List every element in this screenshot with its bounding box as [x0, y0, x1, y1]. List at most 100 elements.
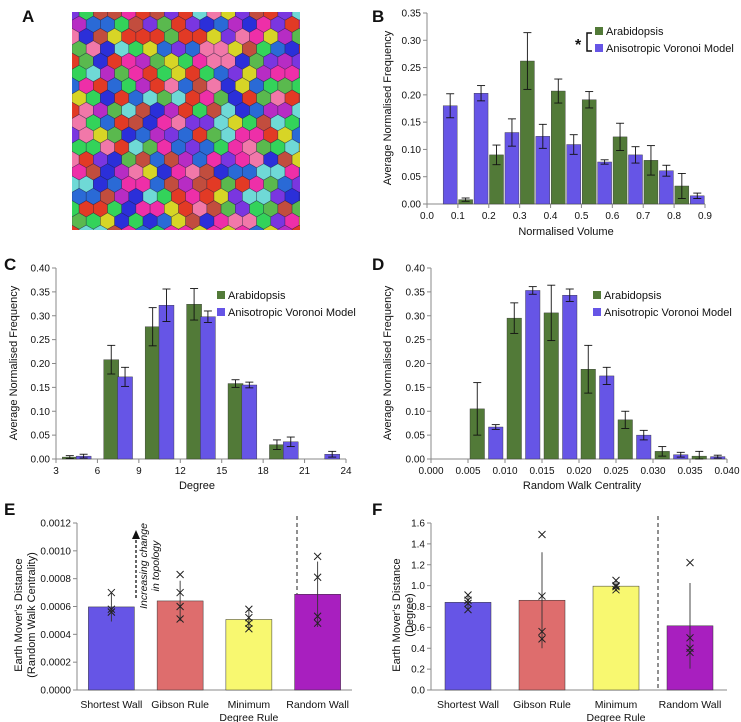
cell	[298, 93, 300, 104]
bar-voronoi	[599, 375, 615, 460]
y-tick-label: 0.05	[406, 431, 426, 442]
category-label: Gibson Rule	[151, 699, 209, 711]
cell	[129, 238, 143, 254]
bar-voronoi	[158, 305, 175, 460]
cell	[100, 0, 114, 8]
legend-swatch-arabidopsis	[593, 291, 601, 299]
y-tick-label: 0.20	[402, 90, 422, 101]
cell	[157, 0, 171, 8]
x-tick-label: 0.6	[605, 211, 619, 222]
cell-tessellation-image	[51, 0, 327, 254]
cell	[306, 102, 320, 118]
panel-e-plot: 0.0000 0.0002 0.0004 0.0006 0.0008 0.0010 0.00…	[40, 519, 352, 722]
bar-voronoi	[597, 161, 612, 205]
cell	[86, 0, 100, 8]
cell	[72, 0, 86, 8]
cell	[306, 4, 320, 20]
legend-label-arabidopsis: Arabidopsis	[228, 290, 286, 302]
legend-label-arabidopsis: Arabidopsis	[606, 26, 664, 38]
legend-label-arabidopsis: Arabidopsis	[604, 290, 662, 302]
replicate-point-marker	[313, 573, 322, 582]
category-label-line: Minimum	[595, 699, 638, 711]
category-label: Minimum Degree Rule	[219, 699, 278, 722]
x-tick-label: 0.8	[667, 211, 681, 222]
y-axis-label-text: Earth Mover's Distance(Random Walk Centr…	[13, 552, 38, 678]
x-tick-label: 0.025	[603, 466, 628, 477]
cell	[72, 118, 73, 128]
bar-arabidopsis	[103, 359, 119, 460]
cell	[100, 238, 114, 254]
y-tick-label: 0.30	[406, 311, 426, 322]
cell	[51, 127, 65, 143]
y-tick-label: 1.4	[411, 539, 425, 550]
cell	[306, 78, 320, 94]
cell	[313, 139, 327, 155]
cell	[271, 0, 285, 8]
cell	[313, 238, 327, 254]
cell	[200, 238, 214, 254]
replicate-point-marker	[176, 588, 184, 597]
bar-arabidopsis	[227, 383, 244, 460]
replicate-point-marker	[313, 552, 322, 561]
replicate-point-marker	[464, 605, 472, 614]
x-tick-label: 18	[258, 466, 270, 477]
y-tick-label: 0.4	[411, 644, 425, 655]
y-tick-label: 0.10	[31, 407, 51, 418]
x-tick-label: 15	[216, 466, 228, 477]
panel-d-centrality-histogram: D Average Normalised Frequency Random Wa…	[372, 255, 740, 492]
bar-arabidopsis	[581, 99, 597, 205]
panel-c-y-axis-label: Average Normalised Frequency	[8, 285, 20, 440]
replicate-point-marker	[245, 624, 253, 633]
y-tick-label: 1.2	[411, 560, 425, 571]
y-tick-label: 0.0002	[40, 658, 71, 669]
y-tick-label: 0.25	[402, 63, 422, 74]
replicate-point-marker	[686, 558, 694, 567]
cell	[228, 238, 242, 254]
replicate-point-marker	[538, 635, 546, 643]
cell	[72, 216, 73, 226]
panel-c-degree-histogram: C Average Normalised Frequency Degree Ar…	[4, 255, 356, 492]
replicate-point-marker	[538, 530, 546, 539]
cell	[51, 225, 65, 241]
panel-b-significance-star: *	[575, 37, 582, 54]
y-tick-label: 0.0	[411, 686, 425, 697]
x-tick-label: 3	[53, 466, 59, 477]
x-tick-label: 0.000	[418, 466, 443, 477]
y-tick-label: 1.6	[411, 519, 425, 530]
bar-minimum-degree-rule	[225, 619, 273, 691]
x-tick-label: 0.035	[677, 466, 702, 477]
y-tick-label: 0.15	[31, 383, 51, 394]
replicate-point-marker	[313, 619, 322, 628]
cell	[285, 0, 299, 8]
replicate-point-marker	[538, 627, 546, 636]
y-tick-label: 0.35	[31, 287, 51, 298]
x-tick-label: 0.005	[455, 466, 480, 477]
cell	[306, 127, 320, 143]
panel-f-y-axis-label: Earth Mover's Distance(Degree)	[391, 558, 416, 671]
category-label: Shortest Wall	[80, 699, 142, 711]
y-tick-label: 0.8	[411, 602, 425, 613]
cell	[298, 43, 300, 54]
bar-voronoi	[442, 105, 458, 205]
cell	[313, 0, 327, 8]
panel-d-plot: 0.00 0.05 0.10 0.15 0.20 0.25 0.30 0.35 0.40 0.00…	[406, 264, 740, 478]
y-tick-label: 0.00	[31, 455, 51, 466]
replicate-point-marker	[107, 588, 116, 597]
category-label-line: Random Wall	[659, 699, 722, 711]
y-tick-label: 0.00	[402, 200, 422, 211]
panel-e-letter: E	[4, 500, 15, 519]
y-tick-label: 0.0010	[40, 546, 71, 557]
cell	[242, 238, 256, 254]
cell	[228, 0, 242, 8]
cell	[306, 53, 320, 69]
x-tick-label: 0.7	[636, 211, 650, 222]
x-tick-label: 0.015	[529, 466, 554, 477]
y-tick-label: 0.35	[406, 287, 426, 298]
cell	[72, 12, 80, 21]
bar-voronoi	[525, 290, 541, 460]
cell	[129, 0, 143, 8]
replicate-point-marker	[245, 619, 253, 628]
x-tick-label: 9	[136, 466, 142, 477]
topology-arrow-head	[132, 530, 140, 539]
replicate-point-marker	[686, 633, 694, 642]
